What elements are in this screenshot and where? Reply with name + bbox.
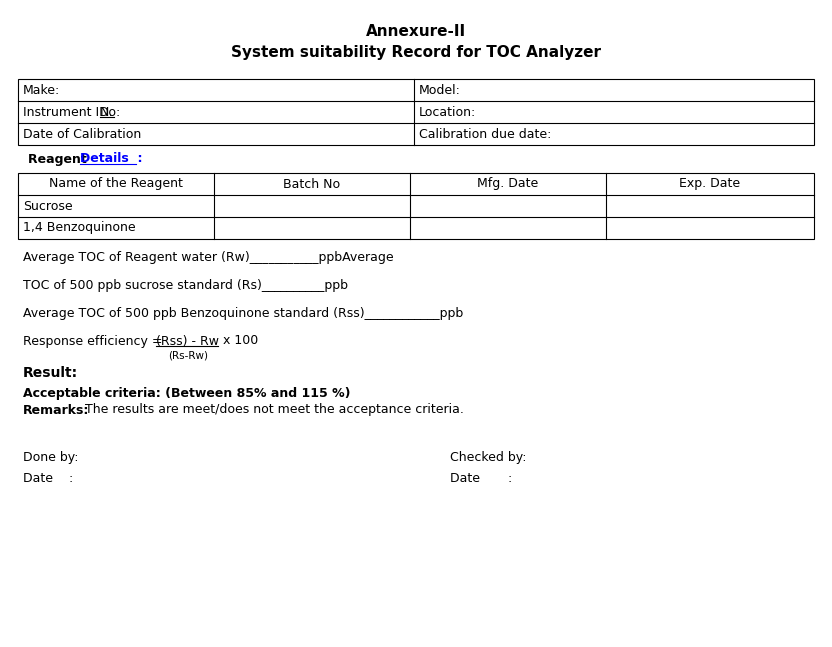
Text: Name of the Reagent: Name of the Reagent [49, 177, 183, 190]
Text: Date of Calibration: Date of Calibration [23, 127, 141, 140]
Text: Batch No: Batch No [284, 177, 340, 190]
Text: 1,4 Benzoquinone: 1,4 Benzoquinone [23, 221, 136, 234]
Text: Date    :: Date : [23, 472, 73, 485]
Text: Make:: Make: [23, 83, 60, 96]
Text: Reagent: Reagent [28, 153, 92, 166]
Text: Annexure-II: Annexure-II [366, 25, 466, 39]
Text: System suitability Record for TOC Analyzer: System suitability Record for TOC Analyz… [231, 45, 601, 60]
Text: Exp. Date: Exp. Date [680, 177, 740, 190]
Text: The results are meet/does not meet the acceptance criteria.: The results are meet/does not meet the a… [81, 404, 464, 417]
Text: Location:: Location: [419, 105, 476, 118]
Text: Done by:: Done by: [23, 452, 78, 465]
Bar [18, 79, 814, 145]
Text: Average TOC of 500 ppb Benzoquinone standard (Rss)____________ppb: Average TOC of 500 ppb Benzoquinone stan… [23, 307, 463, 320]
Text: (Rss) - Rw: (Rss) - Rw [156, 334, 219, 347]
Text: Model:: Model: [419, 83, 461, 96]
Text: Average TOC of Reagent water (Rw)___________ppbAverage: Average TOC of Reagent water (Rw)_______… [23, 250, 394, 263]
Text: Calibration due date:: Calibration due date: [419, 127, 552, 140]
Text: TOC of 500 ppb sucrose standard (Rs)__________ppb: TOC of 500 ppb sucrose standard (Rs)____… [23, 278, 348, 292]
Text: Checked by:: Checked by: [450, 452, 527, 465]
Bar [18, 173, 814, 239]
Text: Result:: Result: [23, 366, 78, 380]
Text: Instrument ID.: Instrument ID. [23, 105, 116, 118]
Text: Mfg. Date: Mfg. Date [478, 177, 538, 190]
Text: x 100: x 100 [219, 334, 258, 347]
Text: Response efficiency =: Response efficiency = [23, 334, 166, 347]
Text: (Rs-Rw): (Rs-Rw) [168, 350, 208, 360]
Text: Acceptable criteria: (Between 85% and 115 %): Acceptable criteria: (Between 85% and 11… [23, 386, 350, 399]
Text: :: : [116, 105, 121, 118]
Text: Sucrose: Sucrose [23, 199, 72, 212]
Text: Remarks:: Remarks: [23, 404, 89, 417]
Text: Details  :: Details : [80, 153, 142, 166]
Text: Date       :: Date : [450, 472, 513, 485]
Text: No: No [100, 105, 117, 118]
